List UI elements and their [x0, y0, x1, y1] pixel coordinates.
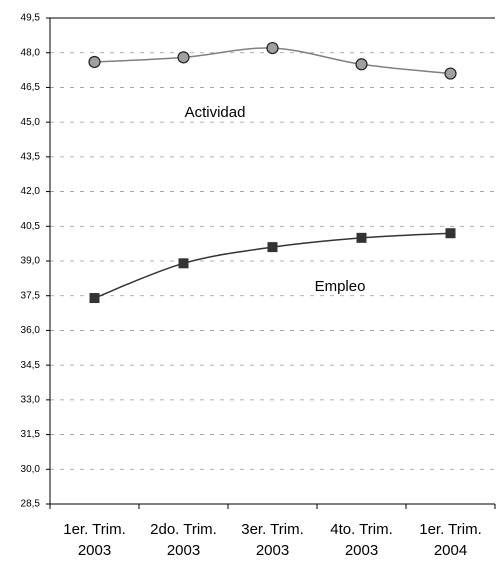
series-label: Actividad: [185, 104, 246, 121]
marker: [355, 58, 368, 71]
y-tick-label: 48,0: [21, 47, 41, 58]
y-tick-label: 45,0: [21, 117, 41, 128]
y-tick-label: 43,5: [21, 151, 41, 162]
marker: [356, 232, 367, 243]
marker: [89, 293, 100, 304]
y-tick-label: 40,5: [21, 221, 41, 232]
marker: [267, 242, 278, 253]
y-tick-label: 49,5: [21, 13, 41, 24]
x-tick-label: 4to. Trim. 2003: [330, 521, 393, 559]
marker: [445, 228, 456, 239]
series-label: Empleo: [315, 278, 366, 295]
y-tick-label: 31,5: [21, 429, 41, 440]
y-tick-label: 28,5: [21, 499, 41, 510]
y-tick-label: 34,5: [21, 360, 41, 371]
marker: [88, 55, 101, 69]
marker: [266, 41, 279, 55]
y-tick-label: 42,0: [21, 186, 41, 197]
y-tick-label: 46,5: [21, 82, 41, 93]
x-tick-label: 1er. Trim. 2004: [419, 521, 482, 559]
y-tick-label: 36,0: [21, 325, 41, 336]
x-tick-label: 2do. Trim. 2003: [150, 521, 217, 559]
y-tick-label: 39,0: [21, 256, 41, 267]
marker: [177, 51, 190, 64]
y-tick-label: 37,5: [21, 290, 41, 301]
y-tick-label: 30,0: [21, 464, 41, 475]
marker: [178, 258, 189, 269]
x-tick-label: 1er. Trim. 2003: [63, 521, 126, 559]
x-tick-label: 3er. Trim. 2003: [241, 521, 304, 559]
marker: [444, 67, 457, 80]
y-tick-label: 33,0: [21, 394, 41, 405]
